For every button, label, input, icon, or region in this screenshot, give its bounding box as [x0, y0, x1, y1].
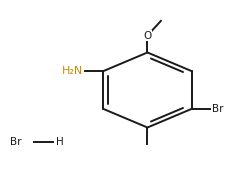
Text: H: H: [56, 137, 63, 147]
Text: Br: Br: [11, 137, 22, 147]
Text: O: O: [143, 31, 152, 40]
Text: H₂N: H₂N: [62, 66, 83, 76]
Text: Br: Br: [212, 104, 223, 114]
